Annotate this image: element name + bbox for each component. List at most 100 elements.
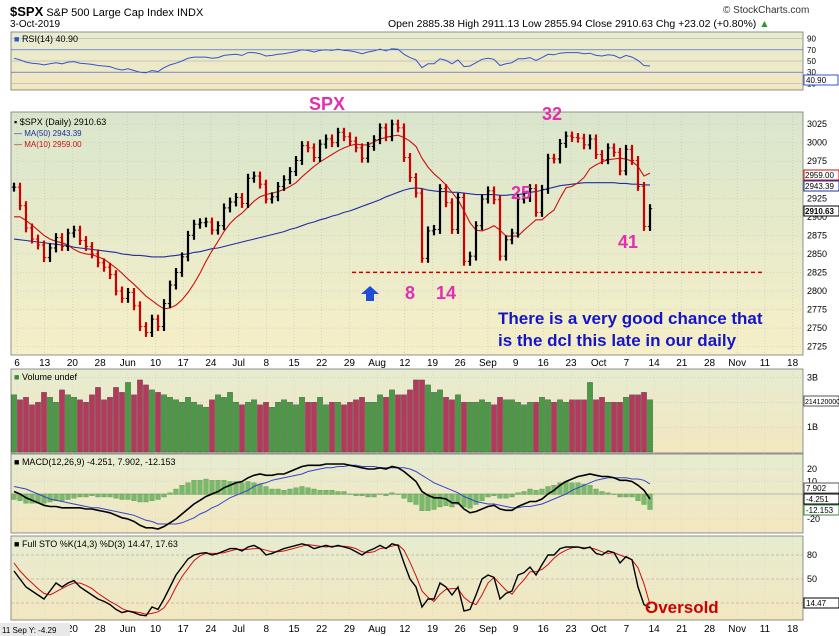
volume-bar: [599, 397, 605, 453]
volume-panel: [10, 368, 804, 454]
macd-histogram-bar: [239, 482, 245, 495]
macd-histogram-bar: [425, 493, 431, 511]
volume-bar: [347, 402, 353, 453]
volume-bar: [395, 394, 401, 453]
volume-bar: [377, 394, 383, 453]
macd-histogram-bar: [641, 493, 647, 505]
stockcharts-brand: © StockCharts.com: [723, 5, 810, 16]
macd-histogram-bar: [311, 488, 317, 495]
annotation-25: 25: [511, 183, 531, 203]
volume-bar: [191, 402, 197, 453]
volume-bar: [65, 394, 71, 453]
change-up-arrow-icon: ▲: [759, 18, 770, 30]
sto-value-badge: 14.47: [803, 597, 839, 609]
macd-histogram-bar: [89, 493, 95, 496]
volume-bar: [533, 402, 539, 453]
macd-histogram-bar: [185, 482, 191, 495]
macd-histogram-bar: [473, 493, 479, 505]
annotation-spx: SPX: [309, 94, 345, 114]
volume-bar: [503, 399, 509, 453]
macd-histogram-bar: [377, 493, 383, 495]
annotation-14: 14: [436, 283, 456, 303]
macd-panel: [10, 453, 804, 534]
volume-bar: [35, 402, 41, 453]
volume-bar: [287, 402, 293, 453]
oversold-label: Oversold: [645, 598, 719, 617]
volume-bar: [413, 379, 419, 453]
macd-histogram-bar: [395, 493, 401, 495]
macd-histogram-bar: [65, 493, 71, 500]
macd-histogram-bar: [245, 481, 251, 495]
volume-bar: [641, 392, 647, 453]
sto-legend: ■ Full STO %K(14,3) %D(3) 14.47, 17.63: [14, 539, 178, 549]
footer-x-tick-label: 24: [205, 624, 217, 635]
volume-bar: [23, 397, 29, 453]
volume-bar: [59, 389, 65, 453]
macd-histogram-bar: [515, 492, 521, 495]
volume-bar: [479, 399, 485, 453]
ma10-line: [14, 134, 651, 310]
volume-bar: [71, 397, 77, 453]
macd-histogram-bar: [113, 493, 119, 499]
rsi-y-tick: 30: [807, 68, 816, 77]
macd-layer: [11, 463, 803, 530]
macd-histogram-bar: [203, 478, 209, 495]
x-tick-label: 12: [399, 358, 411, 369]
volume-bar: [527, 402, 533, 453]
macd-histogram-bar: [431, 493, 437, 510]
macd-histogram-bar: [359, 493, 365, 496]
volume-bar: [581, 399, 587, 453]
volume-bar: [137, 379, 143, 453]
price-y-tick: 2775: [807, 305, 827, 315]
footer-x-tick-label: 7: [624, 624, 630, 635]
volume-bar: [341, 404, 347, 453]
rsi-line: [13, 48, 651, 74]
volume-bar: [461, 402, 467, 453]
price-y-tick: 2725: [807, 342, 827, 352]
volume-bar: [329, 402, 335, 453]
price-y-tick: 2750: [807, 323, 827, 333]
volume-bar: [47, 397, 53, 453]
macd-histogram-bar: [305, 487, 311, 495]
macd-signal-line: [13, 464, 651, 525]
macd-histogram-bar: [647, 493, 653, 510]
svg-text:-12.153: -12.153: [806, 506, 834, 515]
macd-histogram-bar: [329, 490, 335, 495]
sto-d-line: [13, 544, 651, 615]
macd-histogram-bar: [623, 493, 629, 498]
macd-histogram-bar: [509, 493, 515, 498]
x-tick-label: 13: [39, 358, 51, 369]
macd-histogram-bar: [605, 492, 611, 495]
macd-histogram-bar: [197, 480, 203, 495]
volume-bar: [575, 399, 581, 453]
macd-histogram-bar: [353, 493, 359, 496]
volume-bar: [389, 389, 395, 453]
volume-bar: [335, 402, 341, 453]
macd-histogram-bar: [491, 493, 497, 496]
macd-histogram-bar: [131, 493, 137, 501]
candles-layer: [11, 119, 653, 337]
macd-histogram-bar: [191, 480, 197, 495]
volume-bar: [359, 397, 365, 453]
footer-x-tick-label: 28: [704, 624, 716, 635]
x-tick-label: 29: [344, 358, 356, 369]
volume-bar: [521, 404, 527, 453]
footer-x-tick-label: 17: [178, 624, 190, 635]
macd-histogram-bar: [281, 490, 287, 495]
macd-value-badges: 7.902 -4.251 -12.153: [803, 482, 839, 516]
rsi-y-tick: 70: [807, 46, 816, 55]
volume-bar: [89, 394, 95, 453]
footer-x-tick-label: Jun: [120, 624, 136, 635]
macd-histogram-bar: [167, 492, 173, 495]
x-tick-label: Jul: [232, 358, 245, 369]
svg-text:7.902: 7.902: [806, 484, 827, 493]
macd-histogram-bar: [611, 493, 617, 495]
rsi-y-tick: 50: [807, 57, 816, 66]
svg-text:2141200000: 2141200000: [805, 399, 839, 406]
annotation-32: 32: [542, 104, 562, 124]
macd-histogram-bar: [407, 493, 413, 503]
volume-bar: [617, 402, 623, 453]
rsi-y-tick: 90: [807, 35, 816, 44]
svg-text:14.47: 14.47: [806, 599, 827, 608]
volume-layer: [11, 377, 803, 453]
